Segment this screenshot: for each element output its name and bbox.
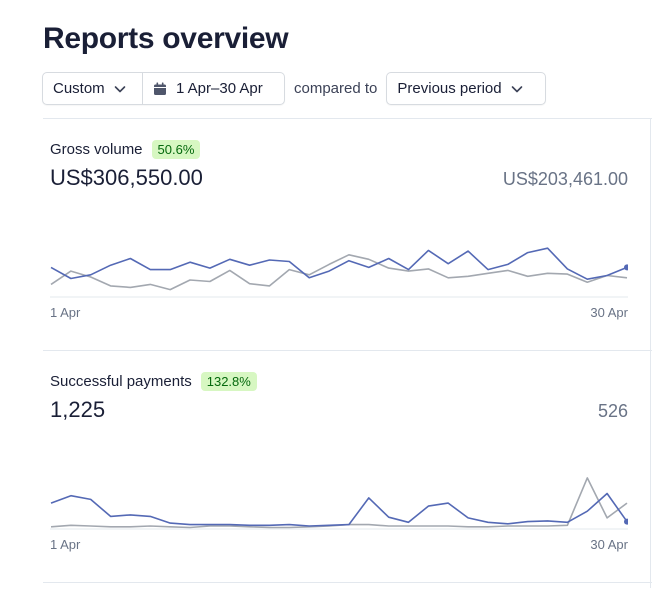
compared-to-label: compared to <box>294 80 378 97</box>
range-type-label: Custom <box>53 80 105 97</box>
divider <box>650 118 651 588</box>
divider <box>43 350 652 351</box>
previous-period-line <box>50 477 628 529</box>
page-title: Reports overview <box>43 22 289 55</box>
current-value: 1,225 <box>50 397 106 422</box>
current-period-line <box>50 492 628 527</box>
divider <box>43 582 652 583</box>
date-range-picker[interactable]: 1 Apr–30 Apr <box>143 72 285 105</box>
previous-value: US$203,461.00 <box>502 169 628 189</box>
metric-label: Gross volume <box>50 140 143 158</box>
previous-value: 526 <box>597 401 628 421</box>
filter-bar: Custom 1 Apr–30 Apr compared to Previous… <box>42 72 547 105</box>
x-tick-label: 1 Apr <box>50 537 81 552</box>
comparison-label: Previous period <box>397 80 502 97</box>
successful-payments-card[interactable]: Successful payments 132.8% 1,225 526 1 A… <box>50 371 628 571</box>
last-point-marker <box>624 518 628 525</box>
comparison-dropdown[interactable]: Previous period <box>386 72 547 105</box>
successful-payments-chart <box>50 477 628 530</box>
gross-volume-chart <box>50 247 628 298</box>
x-tick-label: 30 Apr <box>590 537 628 552</box>
last-point-marker <box>624 264 628 271</box>
range-type-dropdown[interactable]: Custom <box>42 72 143 105</box>
metric-label: Successful payments <box>50 372 192 390</box>
calendar-icon <box>154 82 166 95</box>
chevron-down-icon <box>511 85 522 92</box>
current-value: US$306,550.00 <box>50 165 203 190</box>
current-period-line <box>50 247 628 281</box>
previous-period-line <box>50 253 628 291</box>
divider <box>43 118 652 119</box>
change-badge: 132.8% <box>200 371 257 391</box>
change-badge: 50.6% <box>151 139 201 159</box>
gross-volume-card[interactable]: Gross volume 50.6% US$306,550.00 US$203,… <box>50 139 628 339</box>
date-range-label: 1 Apr–30 Apr <box>176 80 263 97</box>
chevron-down-icon <box>114 85 125 92</box>
x-tick-label: 30 Apr <box>590 305 628 320</box>
x-tick-label: 1 Apr <box>50 305 81 320</box>
